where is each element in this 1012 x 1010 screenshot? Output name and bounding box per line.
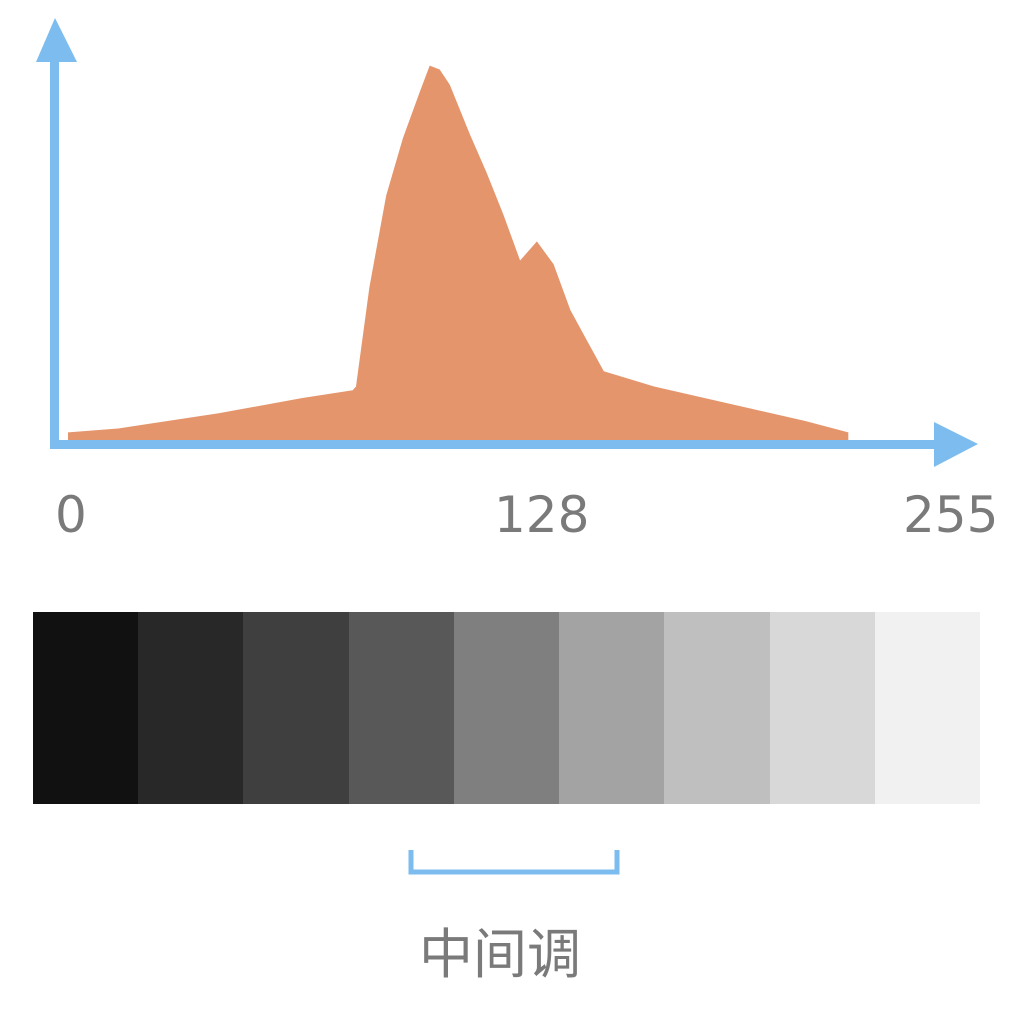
gray-swatch: [33, 612, 139, 804]
gray-swatch: [138, 612, 244, 804]
grayscale-scale: [33, 612, 980, 804]
gray-swatch: [243, 612, 349, 804]
midtone-label: 中间调: [419, 923, 581, 986]
gray-swatch: [348, 612, 454, 804]
x-tick-label: 255: [903, 486, 999, 544]
gray-swatch: [769, 612, 875, 804]
x-axis-line: [50, 440, 950, 449]
gray-swatch: [453, 612, 560, 804]
gray-swatch: [664, 612, 770, 804]
x-tick-label: 0: [55, 486, 87, 544]
midtone-bracket-icon: [408, 850, 620, 875]
gray-swatch: [874, 612, 980, 804]
x-tick-label: 128: [494, 486, 590, 544]
histogram-chart: [36, 18, 978, 467]
y-axis-line: [50, 48, 59, 448]
histogram-area: [68, 65, 849, 440]
x-axis-arrow-icon: [934, 422, 978, 467]
gray-swatch: [559, 612, 665, 804]
y-axis-arrow-icon: [36, 18, 77, 62]
